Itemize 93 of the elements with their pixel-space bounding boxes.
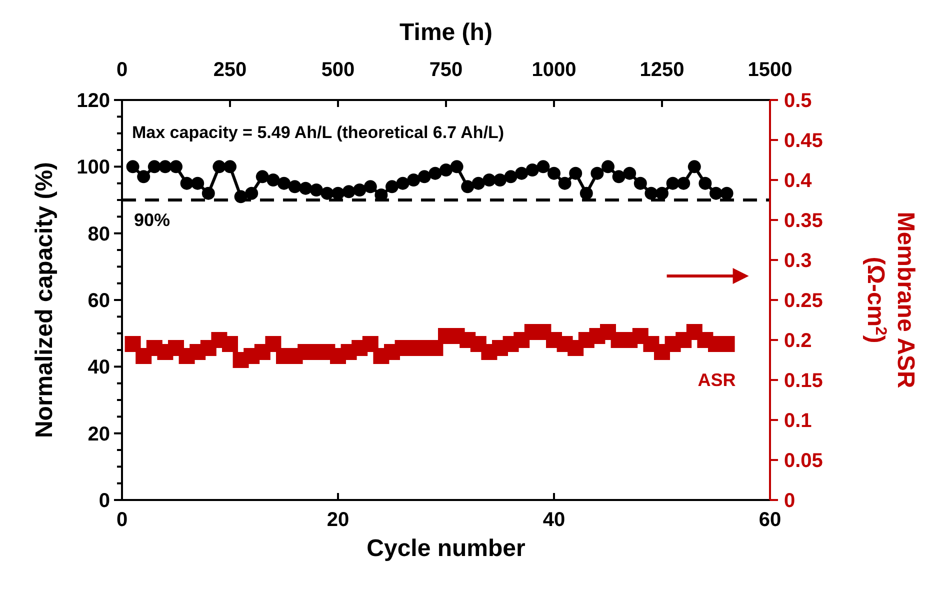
point — [245, 186, 258, 200]
y2-tick-label: 0.05 — [784, 450, 823, 472]
point — [234, 190, 248, 204]
point — [386, 180, 398, 194]
point — [353, 184, 366, 196]
point — [688, 160, 701, 174]
point — [310, 184, 323, 196]
x2-tick-label: 1250 — [640, 59, 684, 81]
point — [666, 176, 680, 190]
point — [126, 160, 140, 174]
point — [158, 160, 172, 174]
y-tick-label: 20 — [88, 423, 110, 446]
point — [320, 186, 334, 200]
point — [677, 176, 690, 190]
y-tick-label: 80 — [88, 223, 110, 246]
point — [299, 182, 312, 195]
point — [482, 174, 496, 186]
y2-tick-label: 0.3 — [784, 250, 812, 272]
x-tick-label: 20 — [326, 509, 350, 531]
point — [224, 160, 236, 174]
point — [450, 160, 464, 174]
point — [494, 174, 506, 186]
x2-tick-label: 250 — [213, 59, 247, 81]
point — [265, 336, 282, 352]
point — [212, 160, 226, 174]
y-axis-title: Normalized capacity (%) — [31, 162, 58, 438]
x-tick-label: 40 — [542, 509, 566, 531]
point — [278, 176, 290, 190]
point — [569, 166, 582, 180]
point — [180, 176, 194, 190]
series-label: ASR — [698, 370, 736, 390]
point — [428, 166, 442, 180]
point — [590, 166, 604, 180]
x2-axis-title: Time (h) — [400, 19, 492, 46]
point — [342, 185, 356, 198]
y2-tick-label: 0.5 — [784, 90, 812, 112]
x2-tick-label: 500 — [321, 59, 355, 81]
point — [634, 176, 647, 190]
y2-tick-label: 0 — [784, 490, 796, 512]
y-tick-label: 40 — [88, 356, 110, 379]
point — [418, 170, 431, 184]
point — [548, 166, 560, 180]
y2-tick-label: 0.1 — [784, 410, 812, 432]
y2-tick-label: 0.2 — [784, 330, 812, 352]
point — [710, 186, 722, 200]
y2-tick-label: 0.35 — [784, 210, 823, 232]
x2-tick-label: 1000 — [532, 59, 576, 81]
point — [191, 176, 204, 190]
point — [558, 176, 572, 190]
point — [222, 336, 238, 352]
point — [364, 180, 377, 194]
y2-tick-label: 0.4 — [784, 170, 813, 192]
ref-line-label: 90% — [134, 210, 170, 230]
point — [202, 186, 215, 200]
point — [526, 164, 539, 176]
point — [720, 186, 734, 200]
y-tick-label: 100 — [76, 156, 110, 179]
x-tick-label: 60 — [758, 509, 782, 531]
point — [656, 186, 668, 200]
point — [580, 186, 593, 200]
y-tick-label: 0 — [98, 490, 110, 512]
x2-tick-label: 750 — [429, 59, 463, 81]
point — [461, 180, 474, 194]
point — [698, 176, 712, 190]
point — [137, 170, 150, 184]
point — [472, 176, 485, 190]
point — [644, 186, 658, 200]
point — [602, 160, 614, 174]
x-axis-title: Cycle number — [366, 535, 526, 562]
x2-tick-label: 1500 — [748, 59, 792, 81]
point — [407, 174, 420, 186]
point — [332, 186, 344, 200]
point — [256, 170, 269, 184]
point — [440, 164, 452, 176]
x-tick-label: 0 — [116, 509, 128, 531]
y-tick-label: 60 — [88, 290, 110, 312]
y2-tick-label: 0.15 — [784, 370, 823, 392]
point — [124, 336, 141, 352]
point — [170, 160, 182, 174]
x2-tick-label: 0 — [116, 59, 128, 81]
point — [148, 160, 161, 174]
point — [515, 166, 528, 180]
point — [536, 160, 550, 174]
point — [623, 166, 636, 180]
annotation: Max capacity = 5.49 Ah/L (theoretical 6.7 Ah/L) — [132, 123, 504, 142]
point — [396, 176, 410, 190]
point — [612, 170, 626, 184]
point — [266, 174, 280, 186]
point — [288, 180, 302, 194]
point — [504, 170, 518, 184]
y2-tick-label: 0.45 — [784, 130, 823, 152]
y-tick-label: 120 — [76, 90, 110, 112]
y2-tick-label: 0.25 — [784, 290, 823, 312]
